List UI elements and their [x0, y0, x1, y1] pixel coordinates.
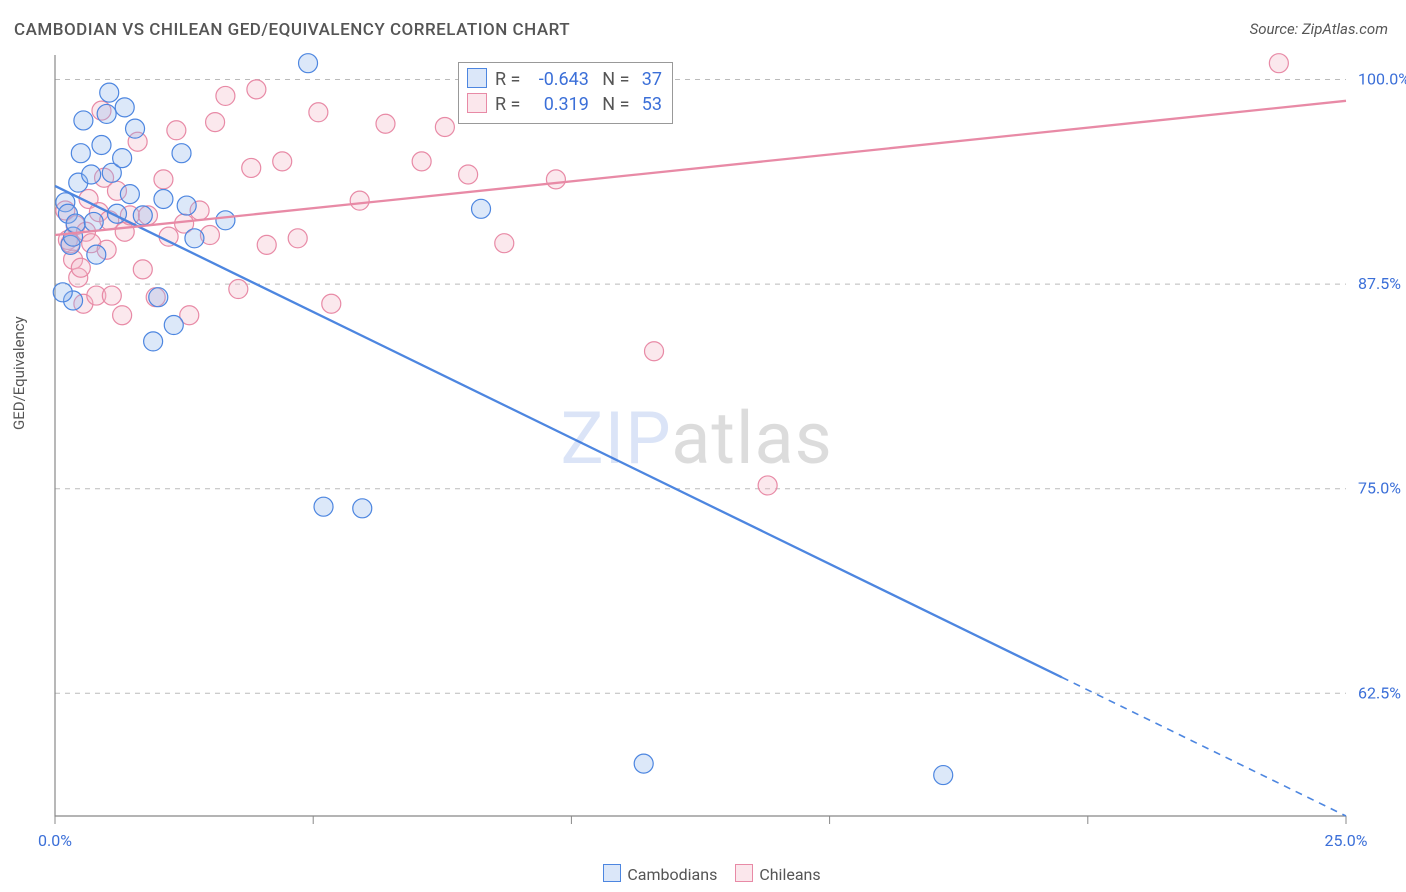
- data-point-chileans: [322, 294, 341, 313]
- data-point-cambodians: [634, 754, 653, 773]
- y-tick-label: 62.5%: [1358, 683, 1401, 702]
- data-point-cambodians: [172, 144, 191, 163]
- data-point-cambodians: [66, 214, 85, 233]
- y-tick-label: 87.5%: [1358, 274, 1401, 293]
- data-point-cambodians: [53, 283, 72, 302]
- data-point-cambodians: [92, 136, 111, 155]
- data-point-chileans: [247, 80, 266, 99]
- data-point-chileans: [242, 158, 261, 177]
- legend-label-chileans: Chileans: [759, 865, 820, 884]
- data-point-cambodians: [113, 149, 132, 168]
- stats-r-cambodians: -0.643: [525, 67, 589, 92]
- data-point-cambodians: [74, 111, 93, 130]
- data-point-chileans: [113, 306, 132, 325]
- data-point-chileans: [102, 286, 121, 305]
- data-point-cambodians: [472, 199, 491, 218]
- data-point-cambodians: [314, 497, 333, 516]
- data-point-cambodians: [154, 190, 173, 209]
- correlation-chart: CAMBODIAN VS CHILEAN GED/EQUIVALENCY COR…: [0, 0, 1406, 892]
- data-point-chileans: [206, 113, 225, 132]
- data-point-cambodians: [353, 499, 372, 518]
- data-point-cambodians: [934, 766, 953, 785]
- legend-label-cambodians: Cambodians: [627, 865, 717, 884]
- data-point-chileans: [154, 170, 173, 189]
- y-tick-label: 75.0%: [1358, 479, 1401, 498]
- data-point-cambodians: [144, 332, 163, 351]
- data-point-cambodians: [84, 212, 103, 231]
- data-point-cambodians: [177, 196, 196, 215]
- legend-swatch-cambodians: [603, 864, 621, 882]
- stats-row-chileans: R = 0.319 N = 53: [467, 92, 662, 117]
- stats-n-cambodians: 37: [634, 67, 662, 92]
- data-point-chileans: [1269, 54, 1288, 73]
- data-point-chileans: [257, 235, 276, 254]
- data-point-chileans: [459, 165, 478, 184]
- data-point-cambodians: [115, 98, 134, 117]
- x-tick-label: 25.0%: [1325, 831, 1368, 850]
- data-point-cambodians: [100, 83, 119, 102]
- data-point-chileans: [309, 103, 328, 122]
- data-point-chileans: [167, 121, 186, 140]
- data-point-cambodians: [149, 288, 168, 307]
- data-point-chileans: [71, 258, 90, 277]
- data-point-cambodians: [299, 54, 318, 73]
- stats-r-chileans: 0.319: [525, 92, 589, 117]
- data-point-cambodians: [97, 104, 116, 123]
- data-point-chileans: [216, 86, 235, 105]
- data-point-chileans: [229, 280, 248, 299]
- data-point-chileans: [376, 114, 395, 133]
- data-point-cambodians: [216, 211, 235, 230]
- data-point-chileans: [412, 152, 431, 171]
- data-point-chileans: [758, 476, 777, 495]
- legend-swatch-chileans: [735, 864, 753, 882]
- correlation-stats-box: R = -0.643 N = 37R = 0.319 N = 53: [458, 62, 673, 124]
- data-point-cambodians: [71, 144, 90, 163]
- legend: Cambodians Chileans: [0, 864, 1406, 884]
- data-point-chileans: [645, 342, 664, 361]
- data-point-chileans: [273, 152, 292, 171]
- data-point-chileans: [288, 229, 307, 248]
- data-point-cambodians: [82, 165, 101, 184]
- data-point-cambodians: [185, 229, 204, 248]
- trend-line-ext-cambodians: [1062, 677, 1346, 816]
- data-point-chileans: [435, 118, 454, 137]
- stats-n-chileans: 53: [634, 92, 662, 117]
- x-tick-label: 0.0%: [38, 831, 72, 850]
- swatch-cambodians: [467, 68, 487, 88]
- data-point-chileans: [159, 227, 178, 246]
- data-point-chileans: [350, 191, 369, 210]
- data-point-cambodians: [133, 206, 152, 225]
- chart-canvas: 62.5% 75.0% 87.5% 100.0% 0.0% 25.0%: [0, 0, 1406, 892]
- data-point-chileans: [133, 260, 152, 279]
- stats-row-cambodians: R = -0.643 N = 37: [467, 67, 662, 92]
- y-tick-label: 100.0%: [1358, 70, 1406, 89]
- data-point-chileans: [495, 234, 514, 253]
- data-point-chileans: [546, 170, 565, 189]
- trend-line-cambodians: [55, 186, 1062, 677]
- data-point-cambodians: [164, 316, 183, 335]
- data-point-cambodians: [120, 185, 139, 204]
- swatch-chileans: [467, 93, 487, 113]
- data-point-cambodians: [87, 245, 106, 264]
- data-point-cambodians: [126, 119, 145, 138]
